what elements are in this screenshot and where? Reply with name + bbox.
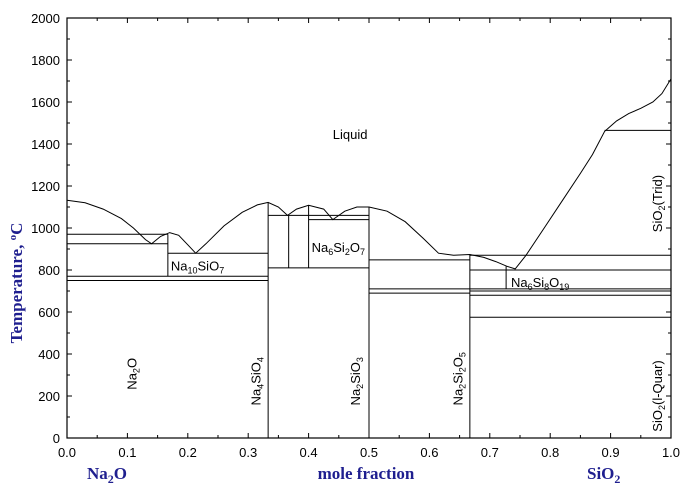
sio2-trid-label: SiO2(Trid): [650, 175, 667, 232]
sio2-lquar-label-part: (l-Quar): [650, 360, 665, 405]
na10sio7-label: Na10SiO7: [171, 259, 224, 276]
na6si8o19-label-part: Si: [533, 275, 545, 290]
x-tick-label: 0.0: [58, 445, 76, 460]
y-tick-label: 2000: [31, 11, 60, 26]
na6si2o7-label: Na6Si2O7: [312, 240, 365, 257]
x-tick-label: 0.3: [239, 445, 257, 460]
na6si2o7-label-part: Si: [333, 240, 345, 255]
sio2-lquar-label-part: SiO: [650, 410, 665, 432]
na2si2o5-label-part: O: [451, 357, 466, 367]
na2o-label: Na2O: [124, 358, 141, 390]
x-axis-label: mole fraction: [318, 464, 415, 483]
x-tick-label: 1.0: [662, 445, 680, 460]
y-tick-label: 200: [38, 389, 60, 404]
y-tick-label: 1200: [31, 179, 60, 194]
na2si2o5-label-part: 2: [458, 384, 468, 389]
na4sio4-label-part: SiO: [248, 362, 263, 384]
na2sio3-label: Na2SiO3: [348, 357, 365, 405]
na6si8o19-label-part: Na: [511, 275, 528, 290]
na2si2o5-label-part: Na: [451, 388, 466, 405]
y-tick-label: 800: [38, 263, 60, 278]
na2si2o5-label-part: 5: [458, 352, 468, 357]
na6si2o7-label-part: Na: [312, 240, 329, 255]
na4sio4-label: Na4SiO4: [248, 357, 265, 405]
na4sio4-label-part: 4: [255, 357, 265, 362]
na6si2o7-label-part: O: [350, 240, 360, 255]
y-tick-label: 600: [38, 305, 60, 320]
x-tick-label: 0.7: [481, 445, 499, 460]
x-tick-label: 0.2: [179, 445, 197, 460]
na6si8o19-label-part: 19: [559, 282, 569, 292]
na6si8o19-label-part: 6: [528, 282, 533, 292]
tick-labels: 0.0 0.1 0.2 0.3 0.4 0.5 0.6 0.7 0.8 0.9 1.0 0 200 400…: [31, 11, 680, 460]
na2sio3-label-part: 2: [355, 384, 365, 389]
sio2-trid-label-part: (Trid): [650, 175, 665, 206]
na6si2o7-label-part: 2: [345, 247, 350, 257]
x-tick-label: 0.6: [420, 445, 438, 460]
y-tick-label: 1400: [31, 137, 60, 152]
na2sio3-label-part: SiO: [348, 362, 363, 384]
sio2-trid-label-part: 2: [657, 206, 667, 211]
na10sio7-label-part: SiO: [198, 259, 220, 274]
liquid-label: Liquid: [333, 127, 368, 142]
x-right-end-label: SiO2: [587, 464, 620, 486]
y-tick-label: 1000: [31, 221, 60, 236]
x-tick-label: 0.8: [541, 445, 559, 460]
region-labels: LiquidNa10SiO7Na6Si2O7Na6Si8O19SiO2(Trid…: [124, 127, 666, 432]
x-tick-label: 0.1: [118, 445, 136, 460]
sio2-trid-label-part: SiO: [650, 211, 665, 233]
na2si2o5-label-part: Si: [451, 372, 466, 384]
na10sio7-label-part: 10: [188, 266, 198, 276]
na2sio3-label-part: 3: [355, 357, 365, 362]
plot-lines: [66, 78, 672, 438]
na2si2o5-label: Na2Si2O5: [451, 352, 468, 405]
na4sio4-label-part: Na: [248, 388, 263, 405]
na6si2o7-label-part: 6: [328, 247, 333, 257]
y-tick-label: 400: [38, 347, 60, 362]
x-tick-label: 0.5: [360, 445, 378, 460]
x-left-end-label: Na2O: [87, 464, 127, 486]
na2o-label-part: 2: [131, 368, 141, 373]
y-tick-label: 1800: [31, 53, 60, 68]
x-tick-label: 0.4: [300, 445, 318, 460]
na6si8o19-label-part: O: [549, 275, 559, 290]
y-tick-label: 0: [53, 431, 60, 446]
y-tick-label: 1600: [31, 95, 60, 110]
na10sio7-label-part: Na: [171, 259, 188, 274]
na6si2o7-label-part: 7: [360, 247, 365, 257]
na2o-label-part: O: [124, 358, 139, 368]
axes: [66, 17, 672, 439]
y-axis-label: Temperature, oC: [7, 223, 26, 344]
sio2-lquar-label: SiO2(l-Quar): [650, 360, 667, 431]
na6si8o19-label: Na6Si8O19: [511, 275, 569, 292]
liquidus-curve: [66, 78, 672, 270]
na2o-label-part: Na: [124, 372, 139, 389]
na2sio3-label-part: Na: [348, 388, 363, 405]
na6si8o19-label-part: 8: [544, 282, 549, 292]
sio2-lquar-label-part: 2: [657, 405, 667, 410]
na4sio4-label-part: 4: [255, 384, 265, 389]
na2si2o5-label-part: 2: [458, 367, 468, 372]
na10sio7-label-part: 7: [219, 266, 224, 276]
x-tick-label: 0.9: [602, 445, 620, 460]
